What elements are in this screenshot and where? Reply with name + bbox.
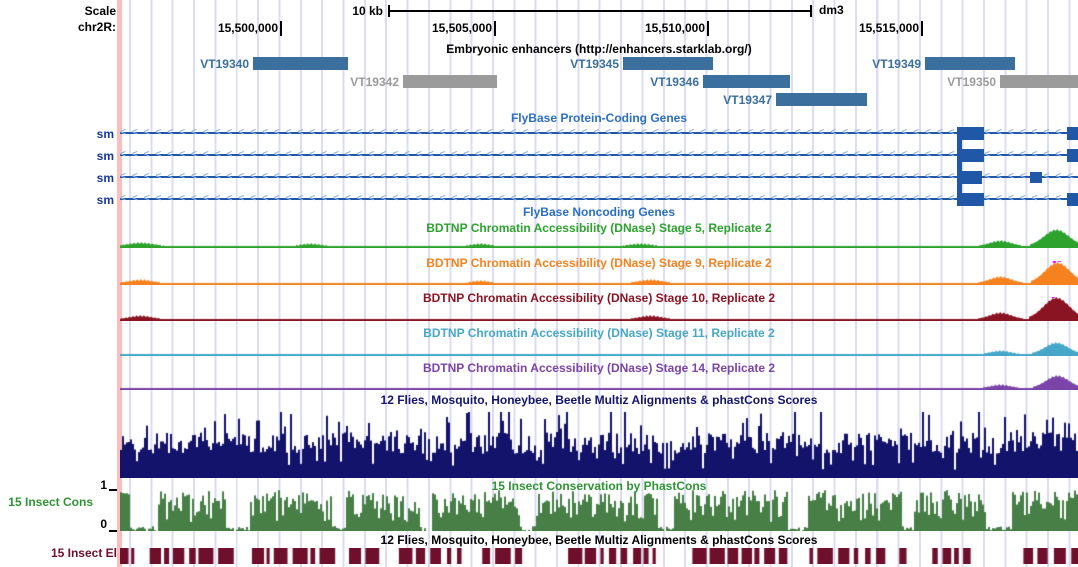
track-title-flybase-coding: FlyBase Protein-Coding Genes xyxy=(510,111,688,125)
coordinate-label: 15,500,000 xyxy=(217,21,278,35)
scale-bar-tick-right xyxy=(810,5,812,17)
dnase-signal-track[interactable] xyxy=(120,224,1078,248)
track-title-phastcons: 15 Insect Conservation by PhastCons xyxy=(491,479,707,493)
enhancer-bar[interactable] xyxy=(623,57,713,70)
gene-intron-line xyxy=(120,198,1078,200)
phastcons-left-label[interactable]: 15 Insect Cons xyxy=(8,495,93,509)
gene-left-label[interactable]: sm xyxy=(96,127,114,141)
scale-label: Scale xyxy=(84,4,116,18)
enhancer-bar[interactable] xyxy=(703,75,790,88)
phastcons-axis-max: 1 xyxy=(100,478,107,492)
enhancer-bar[interactable] xyxy=(1000,75,1078,88)
enhancer-bar[interactable] xyxy=(403,75,497,88)
enhancer-label[interactable]: VT19342 xyxy=(350,75,399,89)
gene-left-label[interactable]: sm xyxy=(96,149,114,163)
enhancer-label[interactable]: VT19350 xyxy=(947,75,996,89)
phastcons-axis-min: 0 xyxy=(100,517,107,531)
position-marker-line xyxy=(117,0,122,567)
conserved-elements-track[interactable] xyxy=(120,548,1078,564)
phastcons-axis-tick-top xyxy=(109,489,117,491)
enhancer-label[interactable]: VT19340 xyxy=(200,57,249,71)
gene-exon-block[interactable] xyxy=(1067,127,1078,140)
gene-strand-arrows: <<<<<<<<<<<<<<<<<<<<<<<<<<<<<<<<<<<<<<<<… xyxy=(120,171,1078,182)
scale-bar-tick-left xyxy=(388,5,390,17)
gene-transcript[interactable]: <<<<<<<<<<<<<<<<<<<<<<<<<<<<<<<<<<<<<<<<… xyxy=(120,193,1078,206)
gene-intron-line xyxy=(120,154,1078,156)
enhancer-label[interactable]: VT19346 xyxy=(650,75,699,89)
gene-transcript[interactable]: <<<<<<<<<<<<<<<<<<<<<<<<<<<<<<<<<<<<<<<<… xyxy=(120,149,1078,162)
track-title-dnase-stage14: BDTNP Chromatin Accessibility (DNase) St… xyxy=(422,361,776,375)
multiz-alignment-track[interactable] xyxy=(120,410,1078,478)
track-title-dnase-stage9: BDTNP Chromatin Accessibility (DNase) St… xyxy=(426,256,772,270)
enhancer-bar[interactable] xyxy=(253,57,348,70)
coordinate-tick xyxy=(921,21,923,36)
track-title-elements: 12 Flies, Mosquito, Honeybee, Beetle Mul… xyxy=(380,533,818,547)
elements-left-label[interactable]: 15 Insect El xyxy=(50,546,117,560)
scale-bar-line xyxy=(388,10,812,12)
enhancer-label[interactable]: VT19345 xyxy=(570,57,619,71)
gene-intron-line xyxy=(120,132,1078,134)
dnase-signal-track[interactable] xyxy=(120,366,1078,390)
coordinate-tick xyxy=(494,21,496,36)
gene-intron-line xyxy=(120,176,1078,178)
enhancer-label[interactable]: VT19349 xyxy=(872,57,921,71)
gene-exon-block[interactable] xyxy=(957,171,982,184)
gene-left-label[interactable]: sm xyxy=(96,193,114,207)
gene-exon-block[interactable] xyxy=(1067,149,1078,162)
dnase-signal-track[interactable] xyxy=(120,332,1078,356)
track-title-dnase-stage10: BDTNP Chromatin Accessibility (DNase) St… xyxy=(422,291,776,305)
gene-exon-block[interactable] xyxy=(957,127,984,140)
phastcons-axis-tick-bottom xyxy=(109,530,117,532)
coordinate-tick xyxy=(707,21,709,36)
gene-exon-block[interactable] xyxy=(1067,193,1078,206)
dnase-signal-track[interactable] xyxy=(120,297,1078,321)
dnase-signal-track[interactable] xyxy=(120,261,1078,285)
track-title-dnase-stage11: BDTNP Chromatin Accessibility (DNase) St… xyxy=(423,326,775,340)
gene-exon-block[interactable] xyxy=(1030,172,1042,183)
coordinate-label: 15,505,000 xyxy=(431,21,492,35)
scale-bar-label: 10 kb xyxy=(352,4,383,18)
phastcons-conservation-track[interactable] xyxy=(120,490,1078,531)
enhancer-label[interactable]: VT19347 xyxy=(723,93,772,107)
track-title-enhancers: Embryonic enhancers (http://enhancers.st… xyxy=(446,42,752,56)
gene-transcript[interactable]: <<<<<<<<<<<<<<<<<<<<<<<<<<<<<<<<<<<<<<<<… xyxy=(120,127,1078,140)
gene-transcript[interactable]: <<<<<<<<<<<<<<<<<<<<<<<<<<<<<<<<<<<<<<<<… xyxy=(120,171,1078,184)
gene-left-label[interactable]: sm xyxy=(96,171,114,185)
track-title-flybase-noncoding: FlyBase Noncoding Genes xyxy=(522,205,676,219)
track-title-dnase-stage5: BDTNP Chromatin Accessibility (DNase) St… xyxy=(426,221,772,235)
assembly-label: dm3 xyxy=(819,3,844,17)
coordinate-label: 15,515,000 xyxy=(858,21,919,35)
gene-strand-arrows: <<<<<<<<<<<<<<<<<<<<<<<<<<<<<<<<<<<<<<<<… xyxy=(120,193,1078,204)
gene-exon-block[interactable] xyxy=(957,149,984,162)
gene-exon-block[interactable] xyxy=(957,193,984,206)
coordinate-tick xyxy=(280,21,282,36)
track-title-multiz: 12 Flies, Mosquito, Honeybee, Beetle Mul… xyxy=(380,393,818,407)
gene-strand-arrows: <<<<<<<<<<<<<<<<<<<<<<<<<<<<<<<<<<<<<<<<… xyxy=(120,127,1078,138)
gene-exon-connector xyxy=(957,127,962,206)
enhancer-bar[interactable] xyxy=(925,57,1015,70)
chromosome-position-label: chr2R: xyxy=(77,20,116,34)
enhancer-bar[interactable] xyxy=(776,93,867,106)
coordinate-label: 15,510,000 xyxy=(644,21,705,35)
gene-strand-arrows: <<<<<<<<<<<<<<<<<<<<<<<<<<<<<<<<<<<<<<<<… xyxy=(120,149,1078,160)
